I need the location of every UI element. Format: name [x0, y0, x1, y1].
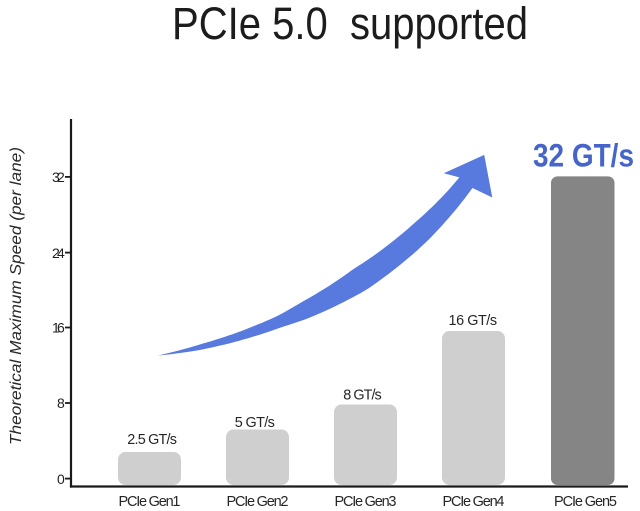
- svg-text:16: 16: [52, 320, 65, 336]
- svg-text:PCIe Gen2: PCIe Gen2: [227, 494, 289, 510]
- svg-text:32: 32: [52, 169, 65, 185]
- svg-text:5 GT/s: 5 GT/s: [235, 415, 275, 431]
- svg-text:8 GT/s: 8 GT/s: [343, 387, 382, 403]
- svg-text:2.5 GT/s: 2.5 GT/s: [127, 432, 177, 448]
- svg-text:16 GT/s: 16 GT/s: [449, 313, 498, 329]
- svg-text:24: 24: [52, 245, 65, 261]
- svg-text:PCIe Gen5: PCIe Gen5: [554, 494, 617, 510]
- svg-text:Theoretical Maximum Speed (per: Theoretical Maximum Speed (per lane): [8, 147, 25, 445]
- svg-text:PCIe 5.0 supported: PCIe 5.0 supported: [172, 0, 528, 49]
- svg-text:32 GT/s: 32 GT/s: [533, 138, 634, 174]
- svg-text:0: 0: [57, 471, 65, 487]
- svg-text:PCIe Gen1: PCIe Gen1: [119, 494, 181, 510]
- svg-text:PCIe Gen3: PCIe Gen3: [335, 494, 397, 510]
- svg-text:PCIe Gen4: PCIe Gen4: [443, 494, 505, 510]
- svg-text:8: 8: [57, 395, 65, 411]
